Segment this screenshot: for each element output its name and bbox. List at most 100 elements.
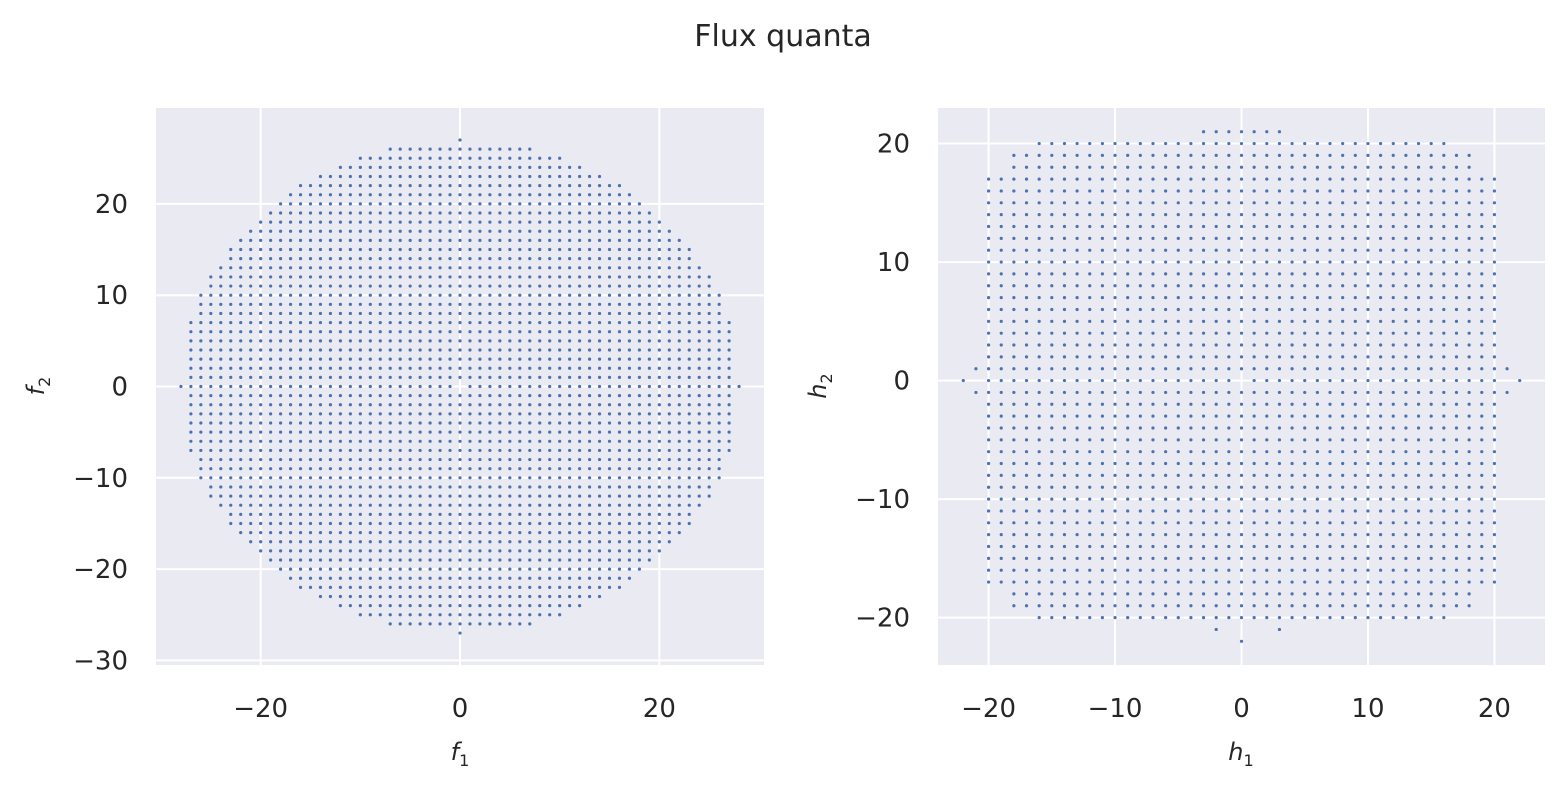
right-plot-point: [1201, 616, 1206, 620]
right-plot-point: [1100, 485, 1104, 489]
right-plot-point: [1164, 568, 1168, 572]
left-plot-point: [328, 567, 333, 571]
left-plot-point: [448, 576, 452, 580]
left-plot-point: [478, 320, 482, 325]
right-plot-point: [1239, 509, 1244, 513]
left-plot-point: [558, 549, 562, 553]
left-plot-point: [558, 521, 562, 526]
right-plot-point: [1290, 556, 1294, 560]
right-plot-point: [1366, 343, 1370, 347]
right-plot-point: [1214, 402, 1218, 406]
left-plot-point: [687, 494, 691, 498]
left-plot-point: [548, 193, 552, 197]
left-plot-point: [209, 284, 213, 288]
right-plot-point: [1037, 604, 1041, 608]
right-plot-point: [1239, 568, 1244, 572]
left-plot-point: [278, 567, 283, 571]
right-plot-x-tick-label: 20: [1478, 694, 1511, 724]
right-plot-point: [1265, 485, 1269, 489]
right-plot-point: [1189, 414, 1193, 418]
left-plot-point: [528, 311, 532, 316]
left-plot-point: [358, 549, 362, 553]
right-plot-point: [1315, 296, 1319, 300]
left-plot-point: [209, 412, 213, 416]
right-plot-point: [1113, 260, 1117, 264]
right-plot-point: [1416, 616, 1421, 620]
left-plot-point: [687, 503, 691, 507]
left-plot-point: [568, 165, 572, 169]
left-plot-point: [468, 521, 472, 526]
left-plot-point: [189, 339, 193, 343]
left-plot-point: [578, 576, 582, 580]
right-plot-point: [1100, 153, 1104, 157]
right-plot-point: [1290, 450, 1294, 454]
left-plot-point: [239, 467, 243, 471]
left-plot-point: [568, 576, 572, 580]
left-plot-point: [338, 531, 342, 535]
right-plot-point: [1050, 165, 1054, 169]
right-plot-point: [1315, 556, 1319, 560]
left-plot-point: [518, 412, 522, 416]
left-plot-point: [637, 311, 642, 316]
left-plot-point: [338, 293, 342, 297]
right-plot-point: [1290, 272, 1294, 276]
right-plot-point: [1442, 604, 1446, 608]
left-plot-point: [587, 430, 592, 434]
left-plot-point: [627, 421, 632, 425]
right-plot-point: [1088, 343, 1092, 347]
left-plot-point: [578, 485, 582, 489]
left-plot-point: [478, 467, 482, 471]
right-plot-point: [1366, 485, 1370, 489]
right-plot-point: [1341, 426, 1345, 430]
left-plot-point: [358, 156, 362, 160]
left-plot-point: [398, 531, 402, 535]
left-plot-point: [637, 403, 642, 407]
left-plot-point: [687, 412, 691, 416]
left-plot-point: [308, 320, 313, 325]
left-plot-point: [358, 512, 362, 516]
left-plot-point: [657, 275, 661, 279]
left-plot-point: [259, 311, 263, 316]
right-plot-point: [1138, 153, 1142, 157]
left-plot-point: [558, 457, 562, 462]
right-plot-point: [1467, 390, 1471, 395]
left-plot-point: [727, 320, 731, 325]
left-plot-point: [607, 467, 612, 471]
left-plot-point: [518, 430, 522, 434]
right-plot-point: [986, 378, 991, 383]
right-plot-point: [1328, 544, 1332, 549]
right-plot-point: [1176, 248, 1180, 252]
left-plot-point: [468, 330, 472, 334]
left-plot-point: [408, 430, 412, 434]
right-plot-point: [1467, 450, 1471, 454]
left-plot-point: [239, 494, 243, 498]
left-plot-point: [528, 521, 532, 526]
left-plot-point: [627, 521, 632, 526]
left-plot-point: [667, 439, 671, 443]
right-plot-point: [1391, 473, 1395, 477]
left-plot-point: [448, 238, 452, 242]
left-plot-point: [727, 430, 731, 434]
left-plot-point: [378, 366, 382, 370]
right-plot-point: [1442, 331, 1446, 335]
left-plot-point: [498, 503, 502, 507]
left-plot-point: [578, 238, 582, 242]
left-plot-point: [458, 284, 462, 288]
right-plot-point: [986, 319, 991, 323]
left-plot-point: [189, 421, 193, 425]
right-plot-point: [999, 272, 1003, 276]
left-plot-point: [587, 485, 592, 489]
left-plot-point: [308, 448, 313, 453]
right-plot-point: [1290, 604, 1294, 608]
right-plot-point: [1227, 165, 1231, 169]
right-plot-point: [1062, 580, 1067, 584]
right-plot-point: [1176, 355, 1180, 359]
right-plot-point: [1075, 284, 1079, 288]
right-plot-point: [1404, 284, 1408, 288]
left-plot-point: [278, 421, 283, 425]
right-plot-point: [1126, 568, 1130, 572]
right-plot-point: [1126, 438, 1130, 442]
right-plot-point: [1164, 450, 1168, 454]
left-plot-point: [528, 220, 532, 224]
left-plot-y-tick-label: −10: [73, 464, 128, 494]
